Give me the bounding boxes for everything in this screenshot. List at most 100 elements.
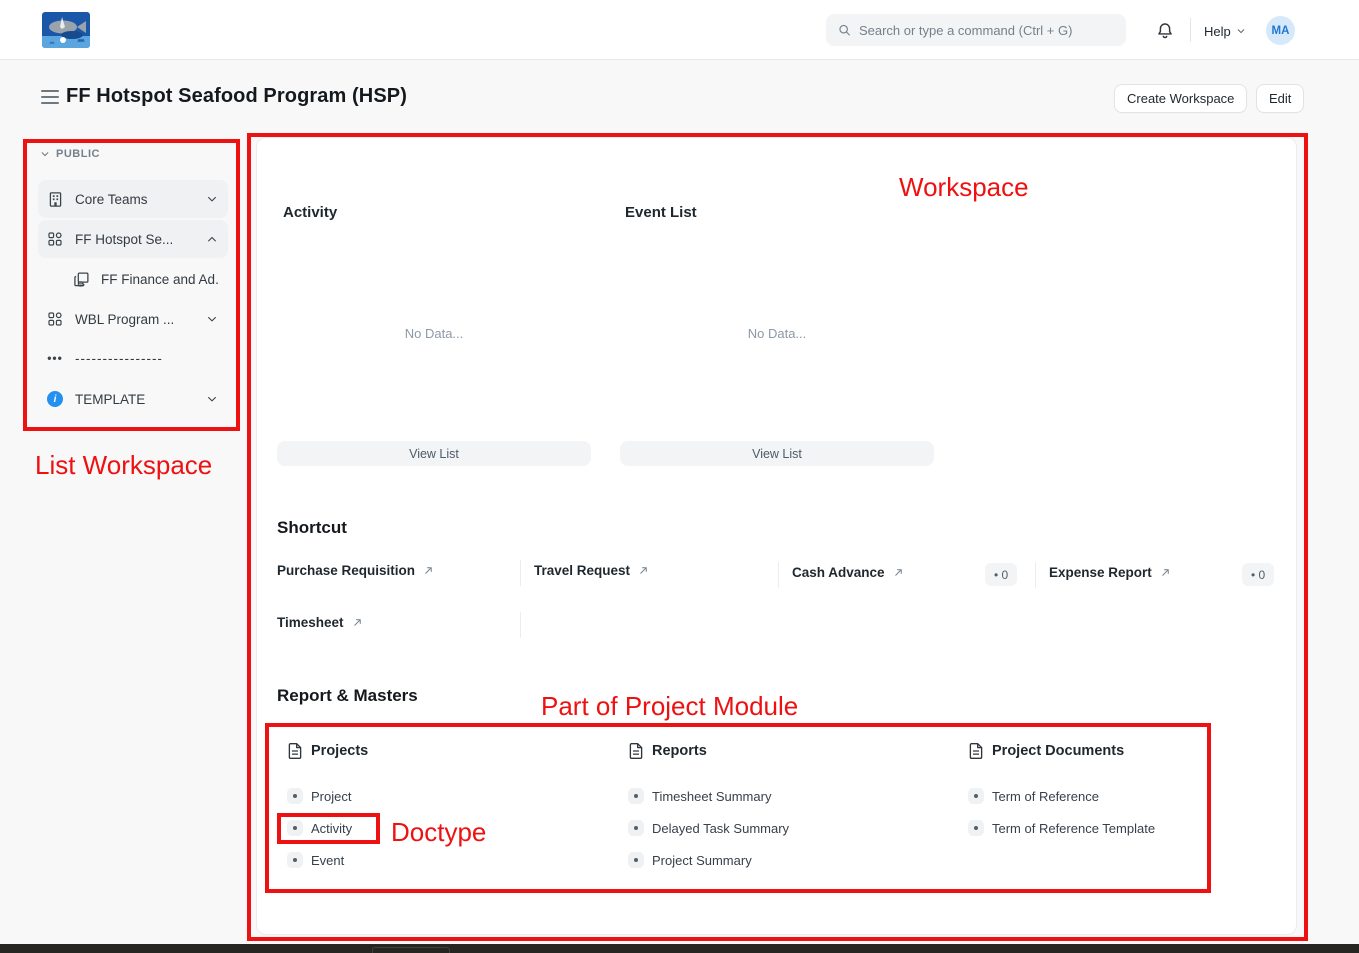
shortcut-cash-advance[interactable]: Cash Advance xyxy=(792,565,904,580)
link-label: Timesheet Summary xyxy=(652,788,772,804)
workspace-content-card xyxy=(256,137,1297,935)
taskbar-edge xyxy=(0,944,1359,953)
expense-report-count-badge[interactable]: • 0 xyxy=(1242,563,1275,586)
reports-column-header: Reports xyxy=(627,742,707,760)
doctype-link-activity[interactable]: Activity xyxy=(287,820,352,836)
shortcut-label: Expense Report xyxy=(1049,565,1152,580)
report-link-delayed-task-summary[interactable]: Delayed Task Summary xyxy=(628,820,789,836)
workspace-grid-icon xyxy=(46,230,64,248)
link-label: Event xyxy=(311,852,345,868)
shortcut-timesheet[interactable]: Timesheet xyxy=(277,615,363,630)
report-link-project-summary[interactable]: Project Summary xyxy=(628,852,752,868)
bullet-icon xyxy=(628,788,644,804)
activity-widget-title: Activity xyxy=(283,204,338,221)
sidebar-item-core-teams[interactable]: Core Teams xyxy=(38,180,228,218)
document-icon xyxy=(288,743,302,759)
shortcut-heading: Shortcut xyxy=(277,518,347,537)
avatar-initials: MA xyxy=(1271,24,1290,37)
document-icon xyxy=(629,743,643,759)
external-link-icon xyxy=(640,567,647,574)
column-title: Reports xyxy=(652,743,707,759)
fish-logo-image xyxy=(42,12,90,48)
link-label: Activity xyxy=(311,820,353,836)
help-menu[interactable]: Help xyxy=(1204,21,1246,41)
sidebar-item-ff-finance[interactable]: FF Finance and Ad... xyxy=(38,262,228,296)
projects-column-header: Projects xyxy=(286,742,368,760)
bullet-icon xyxy=(968,788,984,804)
activity-view-list-button[interactable]: View List xyxy=(277,441,591,466)
column-title: Project Documents xyxy=(992,743,1125,759)
link-label: Term of Reference xyxy=(992,788,1099,804)
link-label: Project Summary xyxy=(652,852,752,868)
info-icon: i xyxy=(46,390,64,408)
workspace-grid-icon xyxy=(46,310,64,328)
global-search[interactable] xyxy=(826,14,1126,46)
user-avatar[interactable]: MA xyxy=(1266,16,1295,45)
sidebar-section-label: PUBLIC xyxy=(56,148,100,160)
notifications-button[interactable] xyxy=(1154,20,1176,42)
sidebar-section-public[interactable]: PUBLIC xyxy=(40,148,100,160)
sidebar-item-label: Core Teams xyxy=(75,191,148,207)
shortcut-label: Cash Advance xyxy=(792,565,885,580)
ellipsis-icon: ••• xyxy=(47,351,63,365)
report-link-timesheet-summary[interactable]: Timesheet Summary xyxy=(628,788,771,804)
shortcut-divider xyxy=(520,612,521,638)
doctype-link-project[interactable]: Project xyxy=(287,788,351,804)
doctype-link-term-of-reference[interactable]: Term of Reference xyxy=(968,788,1099,804)
sidebar-item-wbl-program[interactable]: WBL Program ... xyxy=(38,300,228,338)
top-navbar: Help MA xyxy=(0,0,1359,60)
bell-icon xyxy=(1158,23,1172,39)
edit-button[interactable]: Edit xyxy=(1256,84,1305,113)
cash-advance-count-badge[interactable]: • 0 xyxy=(985,563,1018,586)
bullet-icon xyxy=(628,852,644,868)
sidebar-item-ff-hotspot[interactable]: FF Hotspot Se... xyxy=(38,220,228,258)
taskbar-item-hint xyxy=(372,947,450,953)
chevron-up-icon[interactable] xyxy=(206,233,218,245)
shortcut-label: Purchase Requisition xyxy=(277,563,416,578)
event-list-empty-state: No Data... xyxy=(747,326,807,341)
sidebar-item-separator[interactable]: ••• ---------------- xyxy=(38,342,228,374)
bullet-icon xyxy=(287,788,303,804)
bullet-icon xyxy=(287,820,303,836)
sidebar-item-label: WBL Program ... xyxy=(75,311,175,327)
report-masters-heading: Report & Masters xyxy=(277,686,418,705)
sidebar-toggle-button[interactable] xyxy=(41,90,59,104)
page-title: FF Hotspot Seafood Program (HSP) xyxy=(66,85,407,107)
duplicate-pages-icon xyxy=(72,270,90,288)
create-workspace-button[interactable]: Create Workspace xyxy=(1114,84,1248,113)
sidebar-item-label: FF Hotspot Se... xyxy=(75,231,174,247)
sidebar-item-template[interactable]: i TEMPLATE xyxy=(38,380,228,418)
search-icon xyxy=(839,24,850,36)
doctype-link-term-of-reference-template[interactable]: Term of Reference Template xyxy=(968,820,1155,836)
sidebar-item-label: FF Finance and Ad... xyxy=(101,271,218,287)
building-icon xyxy=(46,190,64,208)
external-link-icon xyxy=(425,567,432,574)
shortcut-label: Timesheet xyxy=(277,615,344,630)
shortcut-expense-report[interactable]: Expense Report xyxy=(1049,565,1171,580)
doctype-link-event[interactable]: Event xyxy=(287,852,344,868)
chevron-down-icon xyxy=(1237,29,1245,34)
sidebar-item-label: ---------------- xyxy=(75,350,163,366)
bullet-icon xyxy=(628,820,644,836)
activity-empty-state: No Data... xyxy=(404,326,464,341)
chevron-down-icon[interactable] xyxy=(206,313,218,325)
chevron-down-icon[interactable] xyxy=(206,193,218,205)
shortcut-label: Travel Request xyxy=(534,563,631,578)
external-link-icon xyxy=(894,569,902,576)
bullet-icon xyxy=(968,820,984,836)
chevron-down-icon xyxy=(41,152,49,157)
annotation-label-list-workspace: List Workspace xyxy=(35,450,213,480)
external-link-icon xyxy=(1162,569,1169,576)
sidebar-item-label: TEMPLATE xyxy=(75,391,146,407)
shortcut-purchase-requisition[interactable]: Purchase Requisition xyxy=(277,563,434,578)
chevron-down-icon[interactable] xyxy=(206,393,218,405)
shortcut-travel-request[interactable]: Travel Request xyxy=(534,563,649,578)
help-label: Help xyxy=(1204,23,1231,39)
bullet-icon xyxy=(287,852,303,868)
event-list-view-list-button[interactable]: View List xyxy=(620,441,934,466)
app-logo[interactable] xyxy=(42,12,90,48)
document-icon xyxy=(969,743,983,759)
shortcut-divider xyxy=(778,562,779,588)
navbar-divider xyxy=(1190,18,1191,42)
search-input[interactable] xyxy=(858,22,1114,38)
